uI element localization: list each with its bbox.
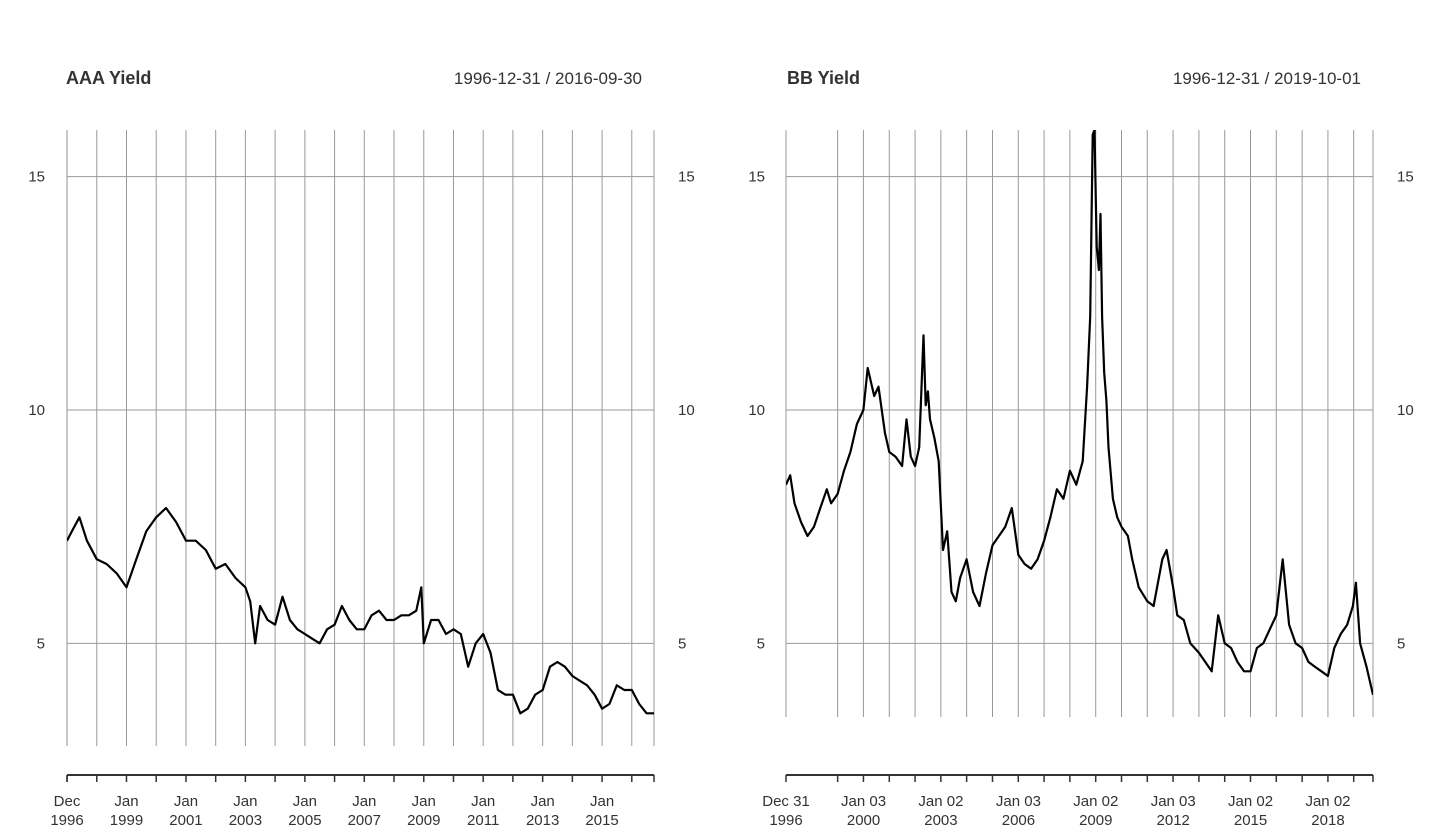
- x-tick-label: Jan: [531, 793, 555, 810]
- x-tick-label: Jan: [114, 793, 138, 810]
- x-tick-label: Jan: [590, 793, 614, 810]
- grid: [785, 130, 1374, 717]
- x-tick-label: 2007: [348, 812, 381, 829]
- x-tick-label: 2009: [1079, 812, 1112, 829]
- chart-title: BB Yield: [787, 68, 860, 88]
- x-tick-label: Jan 03: [841, 793, 886, 810]
- x-tick-label: Dec 31: [762, 793, 810, 810]
- x-tick-label: Jan: [293, 793, 317, 810]
- x-tick-label: 1996: [769, 812, 802, 829]
- y-tick-label-left: 5: [757, 635, 765, 652]
- x-tick-label: Jan: [352, 793, 376, 810]
- y-axis: 5 5 10 10 15 15: [748, 169, 1413, 653]
- date-range: 1996-12-31 / 2016-09-30: [454, 69, 642, 88]
- x-tick-label: Jan 02: [1073, 793, 1118, 810]
- y-tick-label-right: 10: [678, 402, 695, 419]
- x-tick-label: 2000: [847, 812, 880, 829]
- x-tick-label: 2006: [1002, 812, 1035, 829]
- y-tick-label-left: 15: [748, 169, 765, 186]
- y-tick-label-left: 10: [748, 402, 765, 419]
- x-tick-label: Jan: [174, 793, 198, 810]
- x-axis: Dec 31 1996 Jan 03 2000 Jan 02 2003 Jan 03 2006…: [762, 774, 1374, 829]
- x-tick-label: 2018: [1311, 812, 1344, 829]
- x-tick-label: Jan: [471, 793, 495, 810]
- plot-area: [67, 506, 654, 715]
- y-tick-label-left: 15: [28, 169, 45, 186]
- y-tick-label-left: 5: [37, 635, 45, 652]
- y-tick-label-right: 5: [678, 635, 686, 652]
- series-line: [67, 506, 654, 715]
- x-tick-label: 2009: [407, 812, 440, 829]
- chart-title: AAA Yield: [66, 68, 151, 88]
- y-tick-label-right: 10: [1397, 402, 1414, 419]
- x-tick-label: Jan 02: [1228, 793, 1273, 810]
- x-tick-label: 1999: [110, 812, 143, 829]
- x-tick-label: 2015: [1234, 812, 1267, 829]
- x-tick-label: 2015: [585, 812, 618, 829]
- x-tick-label: 2005: [288, 812, 321, 829]
- x-tick-label: 2003: [924, 812, 957, 829]
- x-tick-label: Jan 02: [1305, 793, 1350, 810]
- x-axis: Dec 1996 Jan 1999 Jan 2001 Jan 2003 Jan 2005 Jan 20…: [50, 774, 655, 829]
- x-tick-label: 1996: [50, 812, 83, 829]
- y-tick-label-left: 10: [28, 402, 45, 419]
- bb-yield-panel: BB Yield 1996-12-31 / 2019-10-01 Dec 31 1…: [748, 68, 1413, 829]
- y-tick-label-right: 5: [1397, 635, 1405, 652]
- grid: [66, 130, 655, 746]
- y-axis: 5 5 10 10 15 15: [28, 169, 694, 653]
- x-tick-label: Jan 03: [1151, 793, 1196, 810]
- y-tick-label-right: 15: [678, 169, 695, 186]
- date-range: 1996-12-31 / 2019-10-01: [1173, 69, 1361, 88]
- x-tick-label: 2011: [467, 812, 499, 829]
- y-tick-label-right: 15: [1397, 169, 1414, 186]
- x-tick-label: Jan 02: [918, 793, 963, 810]
- x-tick-label: 2001: [169, 812, 202, 829]
- x-tick-label: Dec: [54, 793, 81, 810]
- series-line: [786, 130, 1373, 695]
- aaa-yield-panel: AAA Yield 1996-12-31 / 2016-09-30 Dec 199…: [28, 68, 694, 829]
- x-tick-label: 2013: [526, 812, 559, 829]
- x-tick-label: Jan: [412, 793, 436, 810]
- plot-area: [786, 130, 1373, 695]
- x-tick-label: 2003: [229, 812, 262, 829]
- x-tick-label: Jan 03: [996, 793, 1041, 810]
- x-tick-label: 2012: [1157, 812, 1190, 829]
- x-tick-label: Jan: [233, 793, 257, 810]
